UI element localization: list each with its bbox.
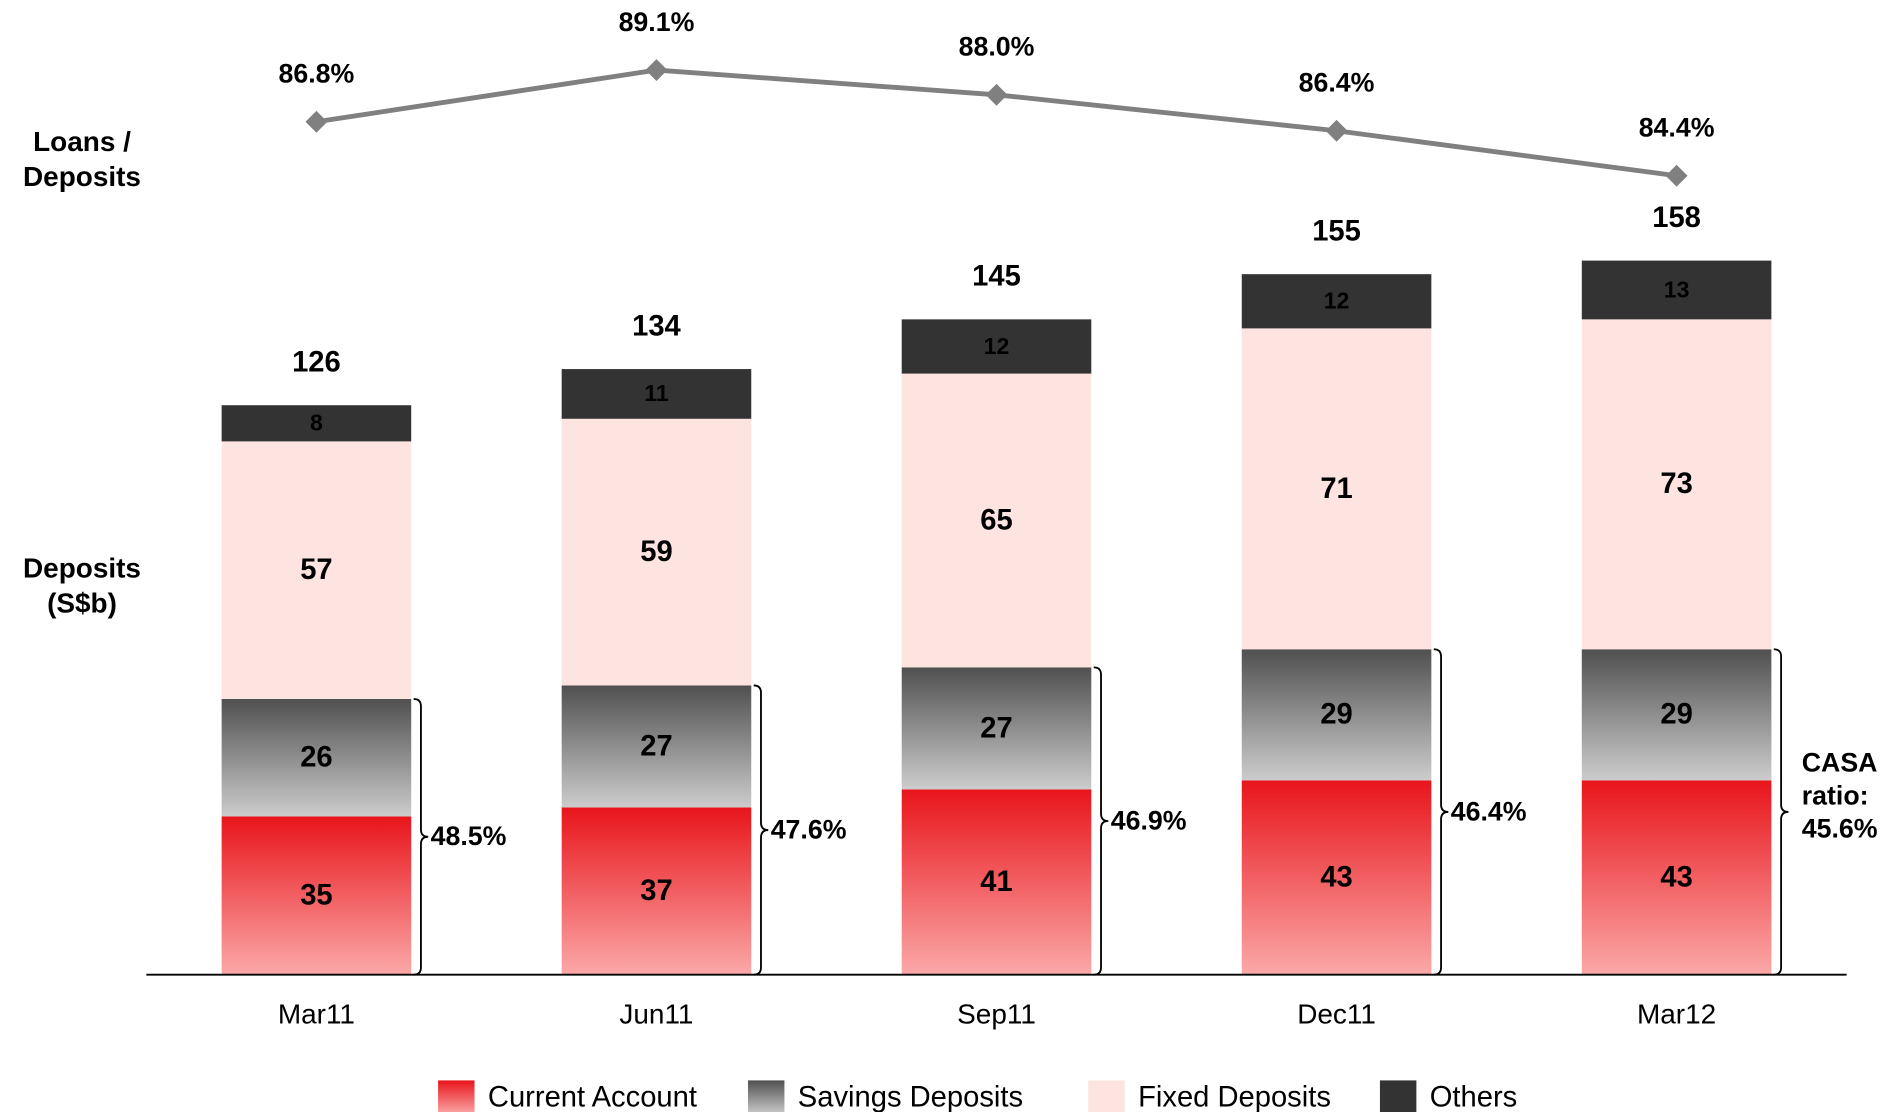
y-axis-label: Deposits <box>23 552 141 583</box>
casa-brace <box>1433 648 1449 976</box>
bar-segment <box>901 667 1092 790</box>
data-label: 12 <box>984 333 1010 359</box>
x-tick-label: Jun11 <box>619 998 693 1029</box>
legend-swatch <box>1088 1080 1125 1112</box>
legend-label: Others <box>1430 1081 1518 1112</box>
ratio-marker <box>645 59 668 81</box>
data-label: 43 <box>1320 861 1352 893</box>
data-label: 29 <box>1320 699 1352 731</box>
ratio-label: 89.1% <box>619 7 695 37</box>
legend-swatch <box>438 1080 475 1112</box>
legend-label: Savings Deposits <box>798 1081 1023 1112</box>
bar-segment <box>561 685 752 808</box>
legend-swatch <box>747 1080 785 1112</box>
bar-segment <box>1581 649 1772 781</box>
casa-label: 45.6% <box>1802 813 1878 843</box>
data-label: 71 <box>1320 473 1352 505</box>
casa-title: ratio: <box>1802 780 1869 810</box>
casa-brace <box>1093 666 1109 976</box>
line-axis-label: Loans / <box>33 126 131 157</box>
legend-label: Fixed Deposits <box>1138 1081 1331 1112</box>
bar-segment <box>901 373 1092 668</box>
data-label: 65 <box>980 504 1012 536</box>
bar-segment <box>221 405 412 442</box>
data-label: 57 <box>300 554 332 586</box>
ratio-marker <box>305 110 328 133</box>
casa-label: 47.6% <box>771 814 847 844</box>
data-label: 35 <box>300 879 332 911</box>
data-label: 27 <box>640 730 672 762</box>
casa-brace <box>753 684 769 976</box>
total-label: 155 <box>1312 216 1361 248</box>
ratio-marker <box>1665 164 1688 187</box>
casa-title: CASA <box>1802 748 1878 778</box>
bar-segment <box>221 816 412 975</box>
x-tick-label: Mar11 <box>278 998 355 1029</box>
total-label: 158 <box>1652 202 1701 234</box>
total-label: 145 <box>972 261 1021 293</box>
x-tick-label: Dec11 <box>1297 998 1376 1029</box>
ratio-marker <box>1325 119 1348 142</box>
bar-segment <box>1241 780 1432 975</box>
casa-label: 46.9% <box>1111 805 1187 835</box>
data-label: 73 <box>1660 468 1692 500</box>
y-axis-label: (S$b) <box>47 588 117 619</box>
bar-segment <box>1581 780 1772 975</box>
casa-brace <box>1773 648 1789 976</box>
data-label: 29 <box>1660 699 1692 731</box>
data-label: 8 <box>310 410 323 436</box>
total-label: 134 <box>632 310 681 342</box>
total-label: 126 <box>292 347 341 379</box>
bar-segment <box>1241 274 1432 329</box>
line-axis-label: Deposits <box>23 161 141 192</box>
data-label: 41 <box>980 866 1012 898</box>
bar-segment <box>561 807 752 975</box>
x-tick-label: Sep11 <box>957 998 1036 1029</box>
data-label: 26 <box>300 742 332 774</box>
data-label: 59 <box>640 536 672 568</box>
bar-segment <box>561 418 752 686</box>
bar-segment <box>1581 260 1772 320</box>
bar-segment <box>221 698 412 817</box>
casa-brace <box>413 698 429 976</box>
x-tick-label: Mar12 <box>1637 998 1716 1029</box>
ratio-label: 86.4% <box>1299 68 1375 98</box>
data-label: 13 <box>1664 276 1690 302</box>
ratio-marker <box>985 83 1008 106</box>
data-label: 37 <box>640 875 672 907</box>
bar-segment <box>561 369 752 419</box>
legend-swatch <box>1379 1080 1417 1112</box>
data-label: 27 <box>980 712 1012 744</box>
casa-label: 48.5% <box>431 821 507 851</box>
bar-segment <box>1241 649 1432 781</box>
ratio-label: 88.0% <box>959 32 1035 62</box>
bar-segment <box>1581 319 1772 650</box>
casa-label: 46.4% <box>1451 796 1527 826</box>
legend-label: Current Account <box>488 1081 697 1112</box>
data-label: 11 <box>644 380 669 406</box>
bar-segment <box>221 441 412 699</box>
ratio-label: 84.4% <box>1639 113 1715 143</box>
data-label: 43 <box>1660 861 1692 893</box>
ratio-label: 86.8% <box>279 59 355 89</box>
data-label: 12 <box>1324 288 1350 314</box>
bar-segment <box>901 789 1092 975</box>
bar-segment <box>901 319 1092 374</box>
bar-segment <box>1241 328 1432 650</box>
